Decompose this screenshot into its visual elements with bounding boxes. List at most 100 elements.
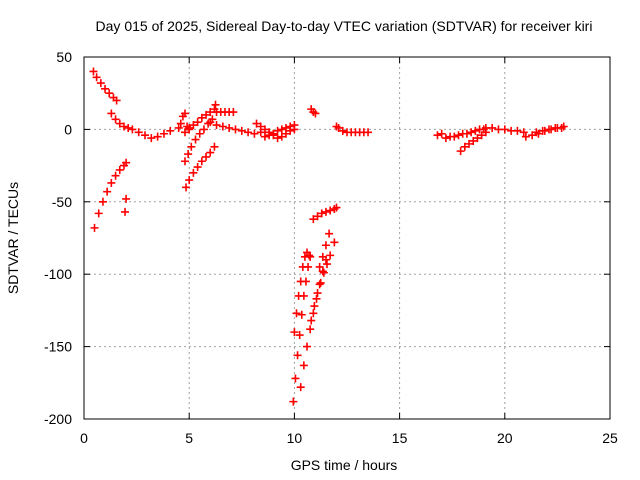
data-point [473,134,482,143]
data-point [294,291,303,300]
data-point [312,294,321,303]
series-arc-u [334,123,373,137]
data-point [326,251,335,260]
data-point [433,131,442,140]
data-point [115,165,124,174]
data-point [211,100,220,109]
series-arc-n [307,105,320,118]
data-point [295,331,304,340]
data-point [111,115,120,124]
y-tick-label: 0 [64,121,72,137]
series-arc-s [309,203,341,224]
data-point [309,215,318,224]
data-point [189,121,198,130]
data-point [290,328,299,337]
data-point [456,147,465,156]
series-arc-g [180,115,217,166]
series-arc-j [212,108,238,117]
data-point [462,129,471,138]
data-point [180,157,189,166]
data-point [185,123,194,132]
data-point [193,163,202,172]
data-point [90,223,99,232]
data-point [101,84,110,93]
data-point [313,212,322,221]
data-point [326,206,335,215]
data-point [96,79,105,88]
data-point [467,128,476,137]
data-point [185,176,194,185]
data-point [111,171,120,180]
y-tick-label: 50 [56,49,72,65]
chart-title: Day 015 of 2025, Sidereal Day-to-day VTE… [96,18,593,34]
data-point [229,108,238,117]
data-point [244,128,253,137]
data-point [252,119,261,128]
data-point [330,238,339,247]
data-point [206,148,215,157]
data-point [277,132,286,141]
data-point [437,129,446,138]
data-point [176,119,185,128]
series-arc-e [174,109,194,134]
data-point [94,209,103,218]
data-point [103,187,112,196]
data-point [297,310,306,319]
data-point [319,268,328,277]
series-arc-f [180,105,219,137]
data-point [454,131,463,140]
data-point [174,123,183,132]
series-arc-a [89,67,121,105]
data-point [107,109,116,118]
data-point [231,125,240,134]
data-point [296,383,305,392]
series-arc-q [296,255,330,392]
data-point [316,278,325,287]
data-point [332,203,341,212]
data-markers [89,67,568,406]
data-point [153,132,162,141]
data-point [317,209,326,218]
data-point [184,150,193,159]
data-point [197,113,206,122]
x-tick-label: 25 [602,430,618,446]
series-arc-w [433,129,446,140]
data-point [166,126,175,135]
data-point [309,309,318,318]
x-tick-label: 10 [287,430,303,446]
data-point [338,126,347,135]
data-point [105,89,114,98]
grid-lines [84,57,610,419]
data-point [122,158,131,167]
data-point [488,123,497,132]
data-point [202,110,211,119]
data-point [122,194,131,203]
data-point [187,142,196,151]
data-point [313,289,322,298]
series-arc-m [260,121,299,141]
data-point [159,129,168,138]
data-point [189,168,198,177]
data-point [306,325,315,334]
data-point [290,121,299,130]
data-point [191,135,200,144]
data-point [532,128,541,137]
data-point [332,122,341,131]
series-arc-r [307,238,339,325]
data-point [315,280,324,289]
plot-frame [83,56,611,420]
y-tick-label: -50 [52,194,72,210]
data-point [321,241,330,250]
series-arc-d [121,194,131,216]
x-tick-label: 20 [497,430,513,446]
data-point [92,73,101,82]
data-point [469,136,478,145]
data-point [321,207,330,216]
series-arc-t [315,229,334,271]
data-point [206,118,215,127]
data-point [202,152,211,161]
series-arc-h [182,142,219,192]
data-point [237,126,246,135]
data-point [323,260,332,269]
